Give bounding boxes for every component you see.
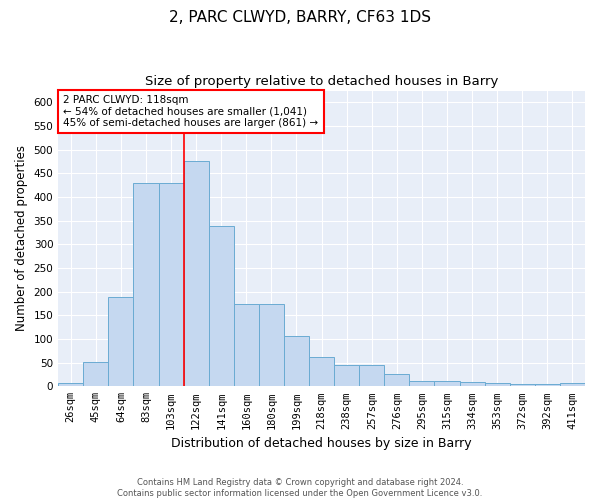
Bar <box>209 226 234 386</box>
Bar <box>359 365 385 386</box>
Text: 2 PARC CLWYD: 118sqm
← 54% of detached houses are smaller (1,041)
45% of semi-de: 2 PARC CLWYD: 118sqm ← 54% of detached h… <box>64 95 319 128</box>
Y-axis label: Number of detached properties: Number of detached properties <box>15 146 28 332</box>
Bar <box>158 183 184 386</box>
Bar <box>109 298 133 386</box>
Bar <box>510 384 535 386</box>
Bar <box>184 160 209 386</box>
Bar <box>259 304 284 386</box>
Bar <box>58 384 83 386</box>
Bar <box>460 382 485 386</box>
Bar <box>309 357 334 386</box>
Bar <box>133 183 158 386</box>
Text: 2, PARC CLWYD, BARRY, CF63 1DS: 2, PARC CLWYD, BARRY, CF63 1DS <box>169 10 431 25</box>
Bar <box>385 374 409 386</box>
Bar <box>334 365 359 386</box>
Bar <box>535 384 560 386</box>
Text: Contains HM Land Registry data © Crown copyright and database right 2024.
Contai: Contains HM Land Registry data © Crown c… <box>118 478 482 498</box>
Bar <box>284 336 309 386</box>
Bar <box>234 304 259 386</box>
Bar <box>83 362 109 386</box>
X-axis label: Distribution of detached houses by size in Barry: Distribution of detached houses by size … <box>171 437 472 450</box>
Title: Size of property relative to detached houses in Barry: Size of property relative to detached ho… <box>145 75 498 88</box>
Bar <box>409 380 434 386</box>
Bar <box>485 382 510 386</box>
Bar <box>434 380 460 386</box>
Bar <box>560 384 585 386</box>
